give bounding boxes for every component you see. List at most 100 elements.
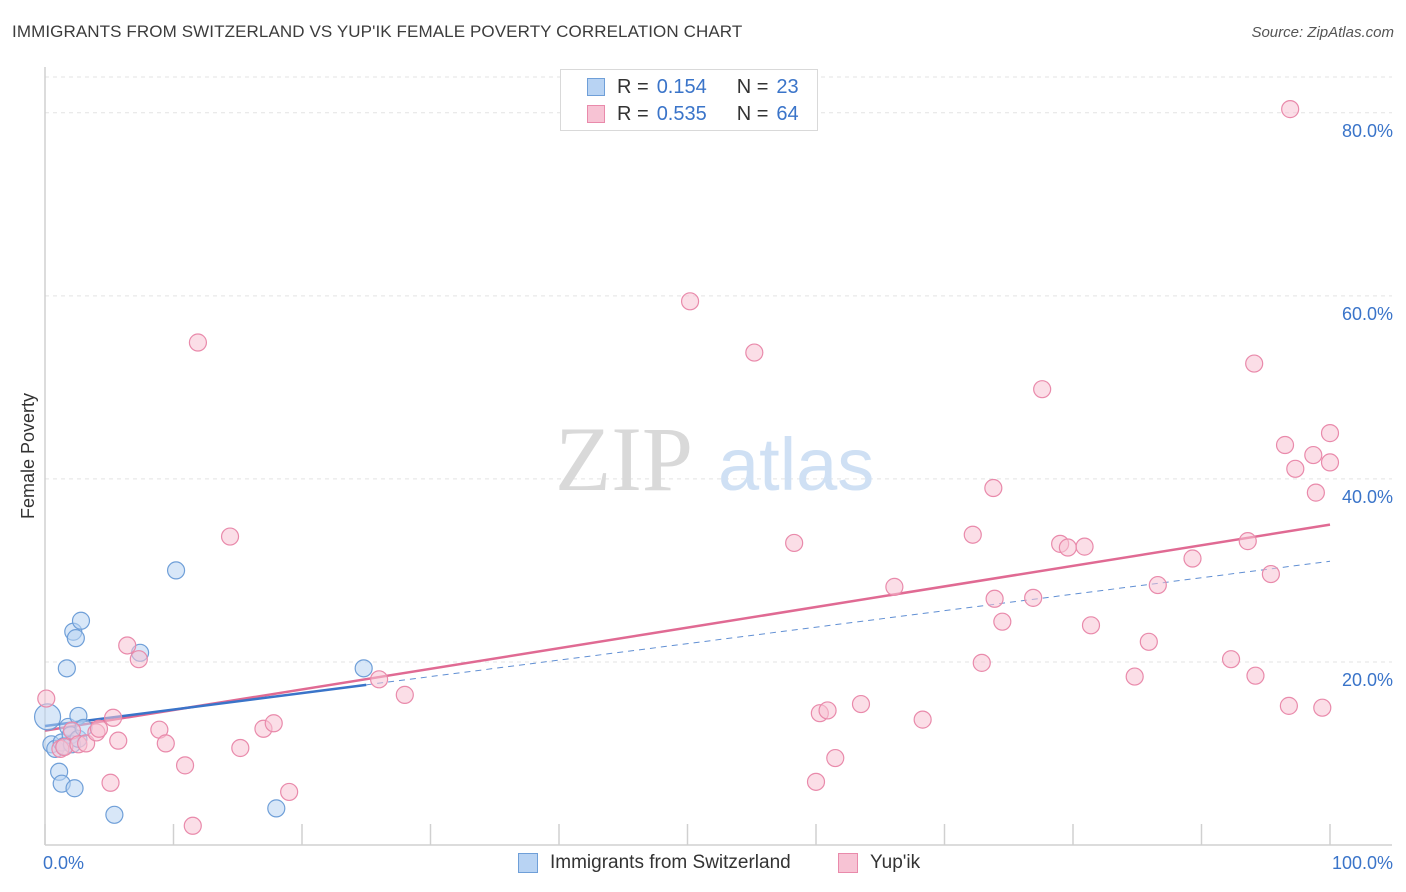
y-tick-label: 20.0% (1342, 670, 1393, 690)
point-yupik (175, 756, 195, 775)
point-yupik (1033, 380, 1052, 399)
legend-r-value-2: 0.535 (656, 102, 707, 125)
point-switzerland (57, 659, 76, 678)
point-yupik (280, 782, 299, 802)
point-yupik (1139, 632, 1158, 651)
bottom-legend: Immigrants from Switzerland Yup'ik (0, 852, 1406, 878)
point-yupik (1081, 616, 1101, 635)
point-yupik (1281, 100, 1300, 119)
point-yupik (109, 731, 128, 750)
point-yupik (1148, 575, 1167, 595)
point-yupik (1320, 424, 1340, 443)
legend-box: R = 0.154 N = 23 R = 0.535 N = 64 (560, 69, 818, 131)
legend-r-label-2: R = (617, 102, 649, 125)
point-yupik (993, 612, 1012, 631)
point-yupik (1306, 483, 1325, 502)
legend-n-value-2: 64 (776, 102, 799, 125)
y-tick-label: 60.0% (1342, 304, 1393, 324)
point-yupik (129, 650, 148, 669)
point-yupik (785, 533, 804, 553)
chart-title: IMMIGRANTS FROM SWITZERLAND VS YUP'IK FE… (12, 22, 743, 41)
y-tick-label: 40.0% (1342, 487, 1393, 507)
point-switzerland (65, 779, 84, 798)
point-yupik (1075, 537, 1094, 556)
point-switzerland (354, 659, 373, 678)
point-yupik (985, 589, 1004, 608)
point-yupik (183, 816, 202, 835)
point-yupik (89, 719, 109, 738)
source-label: Source: ZipAtlas.com (1251, 24, 1394, 41)
point-yupik (851, 694, 871, 714)
trend-lines (44, 523, 1331, 732)
legend-swatch-pink (587, 105, 605, 123)
legend-n-label-2: N = (736, 102, 769, 125)
point-switzerland (71, 611, 91, 630)
point-yupik (826, 748, 845, 768)
point-yupik (220, 527, 240, 546)
legend-row-switzerland: R = 0.154 N = 23 (587, 75, 799, 99)
point-yupik (1279, 696, 1298, 715)
point-yupik (913, 710, 932, 729)
bottom-legend-label-2: Yup'ik (870, 852, 921, 873)
bottom-legend-switzerland[interactable]: Immigrants from Switzerland (518, 852, 791, 874)
point-yupik (1313, 698, 1332, 717)
point-yupik (101, 773, 120, 792)
point-yupik (231, 738, 250, 758)
point-yupik (118, 636, 137, 655)
legend-row-yupik: R = 0.535 N = 64 (587, 102, 799, 126)
tick-labels: 20.0% 40.0% 60.0% 80.0% 0.0% 100.0% (43, 121, 1393, 873)
grid-lines (45, 76, 1392, 663)
legend-r-value-1: 0.154 (656, 75, 707, 98)
point-yupik (37, 689, 56, 708)
legend-r-label-1: R = (617, 75, 649, 98)
point-switzerland (105, 805, 124, 824)
trend-line-switzerland (44, 683, 367, 728)
point-yupik (1245, 354, 1264, 373)
trend-line-yupik (44, 523, 1331, 732)
point-yupik (1261, 564, 1280, 584)
legend-n-value-1: 23 (776, 75, 799, 98)
point-yupik (818, 701, 837, 720)
point-yupik (1246, 666, 1265, 685)
point-yupik (370, 670, 389, 689)
scatter-points (33, 100, 1340, 835)
legend-swatch-blue (587, 78, 605, 96)
point-yupik (1221, 650, 1241, 669)
point-yupik (1304, 445, 1323, 465)
point-yupik (963, 525, 982, 544)
point-yupik (395, 685, 414, 704)
point-switzerland (33, 703, 62, 731)
point-yupik (1125, 667, 1144, 686)
point-switzerland (267, 799, 286, 818)
watermark-atlas: atlas (718, 423, 874, 506)
point-yupik (984, 478, 1003, 498)
point-yupik (1183, 549, 1202, 568)
point-switzerland (66, 629, 85, 648)
y-axis-label: Female Poverty (18, 393, 38, 519)
x-tick-label-max: 100.0% (1332, 853, 1393, 873)
x-tick-label-min: 0.0% (43, 853, 84, 873)
trend-line-switzerland-extended (366, 560, 1331, 686)
point-yupik (1286, 459, 1305, 478)
point-switzerland (166, 561, 186, 580)
legend-n-label-1: N = (736, 75, 769, 98)
bottom-legend-yupik[interactable]: Yup'ik (838, 852, 920, 874)
point-yupik (1275, 435, 1295, 455)
point-yupik (1058, 538, 1077, 557)
bottom-legend-swatch-blue (518, 853, 538, 873)
point-yupik (885, 577, 904, 596)
bottom-legend-swatch-pink (838, 853, 858, 873)
point-yupik (806, 772, 826, 791)
point-yupik (1238, 532, 1257, 551)
point-yupik (1320, 453, 1340, 472)
point-yupik (1024, 588, 1043, 607)
point-yupik (680, 292, 700, 311)
point-yupik (188, 333, 208, 352)
point-yupik (972, 653, 991, 672)
bottom-legend-label-1: Immigrants from Switzerland (550, 852, 791, 873)
watermark: ZIP atlas (555, 408, 874, 510)
point-yupik (264, 714, 283, 733)
y-tick-label: 80.0% (1342, 121, 1393, 141)
point-yupik (104, 708, 123, 727)
